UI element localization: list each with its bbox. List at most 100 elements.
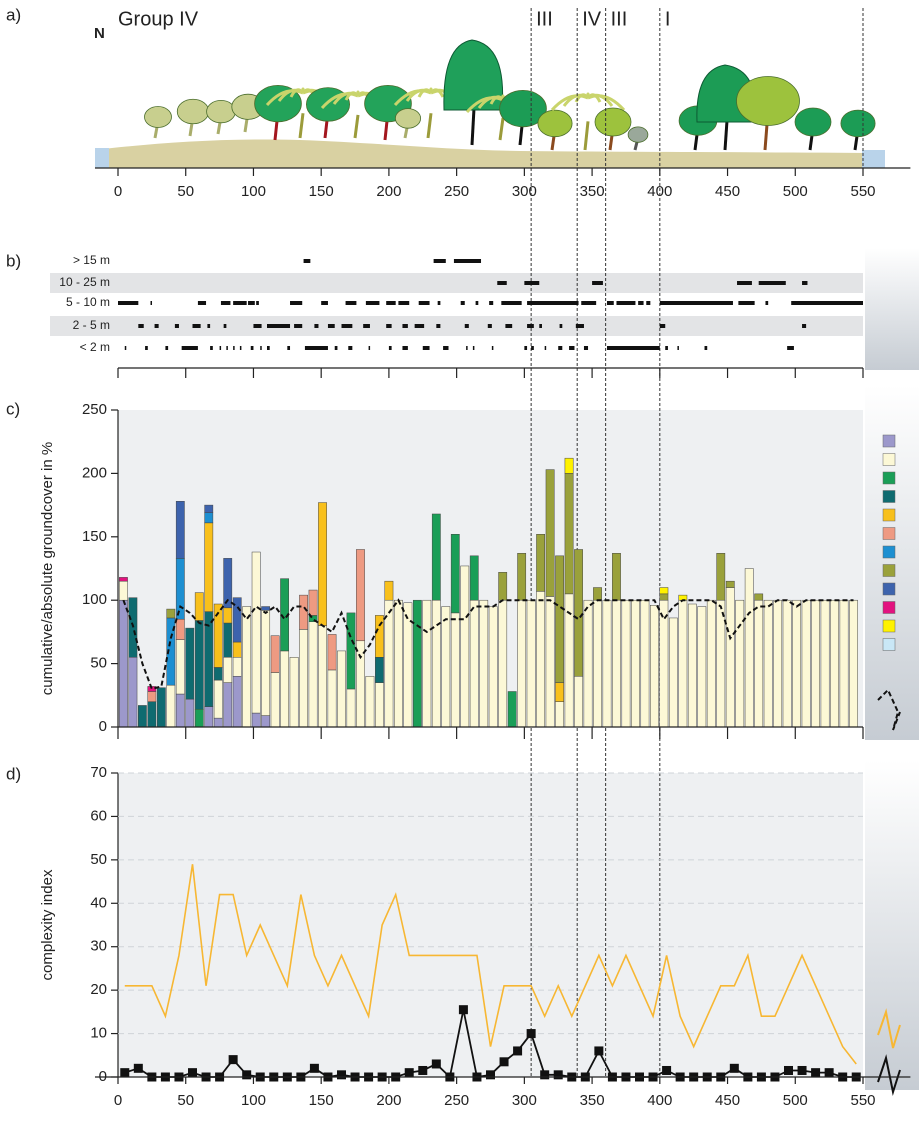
height-segment [192, 324, 201, 328]
height-segment [402, 346, 408, 350]
bar-segment [450, 612, 460, 728]
height-segment [210, 346, 213, 350]
height-segment [437, 301, 441, 305]
bar-segment [621, 599, 631, 728]
bar-segment [754, 593, 764, 601]
bar-segment [166, 684, 176, 728]
point-marker [784, 1065, 793, 1075]
bar-segment [337, 650, 346, 728]
bar-segment [194, 620, 204, 710]
height-segment [524, 281, 540, 285]
bar-segment [536, 534, 546, 592]
bar-segment [185, 627, 195, 700]
bar-segment [706, 599, 716, 728]
tree-canopy [537, 109, 573, 138]
height-segment [220, 301, 231, 305]
height-segment [138, 324, 144, 328]
tree-canopy [499, 89, 547, 128]
height-segment [464, 324, 469, 328]
bar-segment [232, 597, 242, 643]
point-marker [486, 1070, 495, 1080]
height-segment [677, 346, 679, 350]
bar-segment [593, 587, 602, 601]
y-tick-label: 200 [82, 464, 107, 481]
x-tick-label: 200 [376, 183, 401, 200]
bar-segment [223, 657, 233, 683]
tree-canopy [144, 106, 172, 128]
point-marker [337, 1070, 346, 1080]
x-tick-label: 400 [647, 183, 672, 200]
row-label: 2 - 5 m [73, 318, 110, 332]
legend-swatch [882, 508, 896, 522]
bar-segment [175, 693, 185, 728]
height-segment [250, 346, 254, 350]
tree-canopy [176, 98, 210, 125]
point-marker [499, 1057, 509, 1067]
legend-swatch [882, 564, 896, 577]
height-segment [527, 324, 534, 328]
bar-segment [697, 606, 707, 728]
bar-segment [175, 501, 185, 559]
bar-segment [261, 606, 271, 611]
height-segment [363, 324, 370, 328]
bar-segment [270, 672, 280, 728]
bar-segment [849, 599, 858, 728]
bar-segment [327, 669, 337, 728]
point-marker [553, 1070, 563, 1080]
bar-segment [356, 549, 365, 642]
height-segment [475, 301, 479, 305]
height-segment [443, 346, 449, 350]
panel-label: a) [6, 5, 21, 24]
height-segment [304, 346, 328, 350]
point-marker [662, 1065, 672, 1075]
bar-segment [668, 617, 678, 728]
height-segment [239, 346, 242, 350]
bar-segment [119, 599, 128, 728]
height-segment [418, 301, 430, 305]
bar-segment [450, 534, 460, 614]
tree-trunk [426, 113, 433, 139]
bar-segment [223, 682, 233, 728]
bar-segment [811, 599, 820, 728]
side-shade [865, 760, 919, 1090]
bar-segment [460, 565, 470, 728]
bar-segment [128, 657, 138, 728]
bar-segment [801, 599, 811, 728]
point-marker [458, 1005, 468, 1015]
mean-line [122, 598, 854, 691]
bar-segment [687, 603, 697, 728]
legend-swatch [882, 471, 896, 485]
height-segment [491, 346, 494, 350]
bar-segment [156, 687, 166, 728]
x-tick-label: 400 [647, 1092, 672, 1109]
legend-line-symbol [877, 688, 901, 731]
bar-segment [735, 599, 745, 728]
height-segment [124, 346, 127, 350]
legend-swatch [882, 490, 896, 503]
bar-segment [659, 599, 669, 728]
height-segment [606, 346, 660, 350]
bar-segment [346, 612, 356, 690]
height-segment [638, 301, 644, 305]
zone-label: IV [582, 8, 602, 30]
height-segment [290, 301, 303, 305]
bar-segment [137, 705, 147, 728]
y-tick-label: 60 [90, 807, 107, 824]
bar-segment [204, 706, 214, 728]
bar-segment [517, 599, 527, 728]
bar-segment [830, 599, 839, 728]
height-segment [489, 301, 494, 305]
north-label: N [94, 25, 105, 42]
height-segment [197, 301, 207, 305]
height-segment [207, 324, 211, 328]
bar-segment [166, 608, 176, 619]
bar-segment [536, 591, 546, 728]
bar-segment [431, 599, 441, 728]
bar-segment [422, 599, 432, 728]
point-marker [540, 1070, 550, 1080]
x-tick-label: 200 [376, 1092, 401, 1109]
bar-segment [175, 558, 185, 620]
height-segment [466, 346, 468, 350]
height-segment [267, 324, 291, 328]
